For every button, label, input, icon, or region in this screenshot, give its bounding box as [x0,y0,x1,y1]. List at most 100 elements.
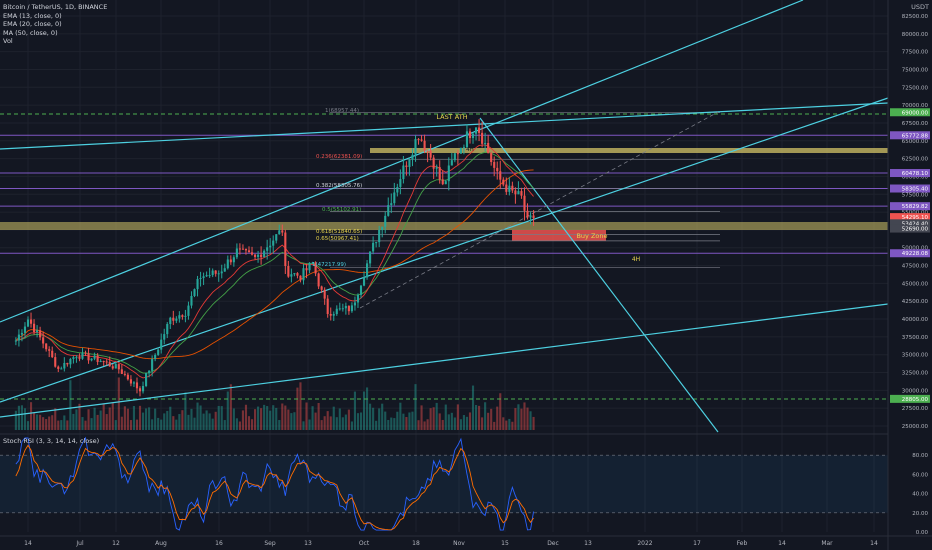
volume-bar [520,408,523,430]
candle-body [459,147,462,154]
candle-body [493,162,496,168]
ema20-label[interactable]: EMA (20, close, 0) [3,20,62,29]
volume-bar [529,411,532,430]
candle-body [393,192,396,204]
volume-bar [314,412,317,430]
candle-body [247,250,251,253]
candle-body [196,279,199,290]
time-tick-label: Oct [359,540,370,547]
price-tick-label: 67500.00 [902,121,929,127]
candle-body [229,259,232,263]
candle-body [417,139,420,141]
symbol-title[interactable]: Bitcoin / TetherUS, 1D, BINANCE [3,3,108,11]
volume-bar [148,407,151,430]
candle-body [405,165,408,167]
candle-body [72,357,75,360]
candle-body [42,337,45,344]
volume-bar [78,403,81,430]
candle-body [178,315,181,319]
ma50-line [15,169,534,360]
candle-body [199,277,202,280]
price-tick-label: 45000.00 [902,281,929,287]
price-tick-label: 30000.00 [902,388,929,394]
volume-bar [444,404,447,430]
volume-bar [447,414,450,430]
candle-body [26,319,30,327]
candle-body [96,355,99,362]
candle-body [75,357,78,359]
volume-bar [208,413,211,430]
volume-bar [48,416,51,430]
volume-bar [220,406,223,430]
volume-bar [284,405,287,430]
volume-bar [247,416,251,430]
candle-body [54,357,57,367]
price-tag: 54295.10 [902,215,929,221]
price-tick-label: 32500.00 [902,371,929,377]
candle-body [529,215,532,218]
stoch-tick-label: 40.00 [912,492,928,498]
candle-body [117,364,120,370]
candle-body [211,270,214,276]
price-tick-label: 75000.00 [902,67,929,73]
candle-body [408,159,411,167]
candle-body [347,305,350,312]
candle-body [60,368,63,370]
candle-body [235,248,238,258]
time-tick-label: 14 [870,540,878,547]
volume-bar [260,408,263,430]
zone-4h-label: 4H [632,256,640,263]
time-tick-label: Feb [737,540,748,547]
candle-body [499,171,502,180]
volume-bar [232,408,235,430]
volume-bar [66,420,69,430]
candle-body [69,359,72,365]
candle-body [314,262,317,274]
ma50-label[interactable]: MA (50, close, 0) [3,28,58,37]
drawing-objects[interactable] [0,0,889,433]
volume-bar [384,411,387,430]
stoch-rsi-label[interactable]: Stoch RSI (3, 3, 14, 14, close) [3,437,100,445]
price-tag: 28805.00 [902,397,929,403]
volume-bar [238,421,241,430]
candle-body [87,353,90,361]
candle-body [84,352,87,354]
volume-bar [308,419,311,430]
volume-bar [335,417,338,430]
volume-bar [487,412,490,430]
price-tick-label: 82500.00 [902,14,929,20]
volume-bar [465,416,469,430]
volume-bar [496,406,499,430]
volume-bar [241,410,244,430]
candle-body [278,230,281,235]
volume-bar [511,421,514,430]
time-tick-label: 12 [112,540,120,547]
candle-body [190,295,193,306]
volume-label[interactable]: Vol [3,37,13,46]
candle-body [238,248,241,250]
candle-body [232,257,235,263]
volume-bar [132,406,136,430]
candle-body [435,167,438,169]
candle-body [311,262,314,264]
candle-body [157,349,160,355]
candle-body [423,140,426,151]
price-tag: 60478.10 [902,171,929,177]
currency-label[interactable]: USDT [911,3,929,11]
volume-bar [526,407,529,430]
volume-bar [272,405,275,430]
volume-bar [160,419,163,430]
candle-body [20,332,24,335]
candle-body [281,230,284,233]
price-tag-bg [890,394,930,403]
candle-body [105,361,108,363]
candle-body [81,352,84,359]
candle-body [490,153,493,163]
time-tick-label: 14 [778,540,786,547]
volume-bar [381,403,384,430]
candle-body [353,302,357,306]
volume-bar [493,421,496,430]
ema13-label[interactable]: EMA (13, close, 0) [3,11,62,20]
